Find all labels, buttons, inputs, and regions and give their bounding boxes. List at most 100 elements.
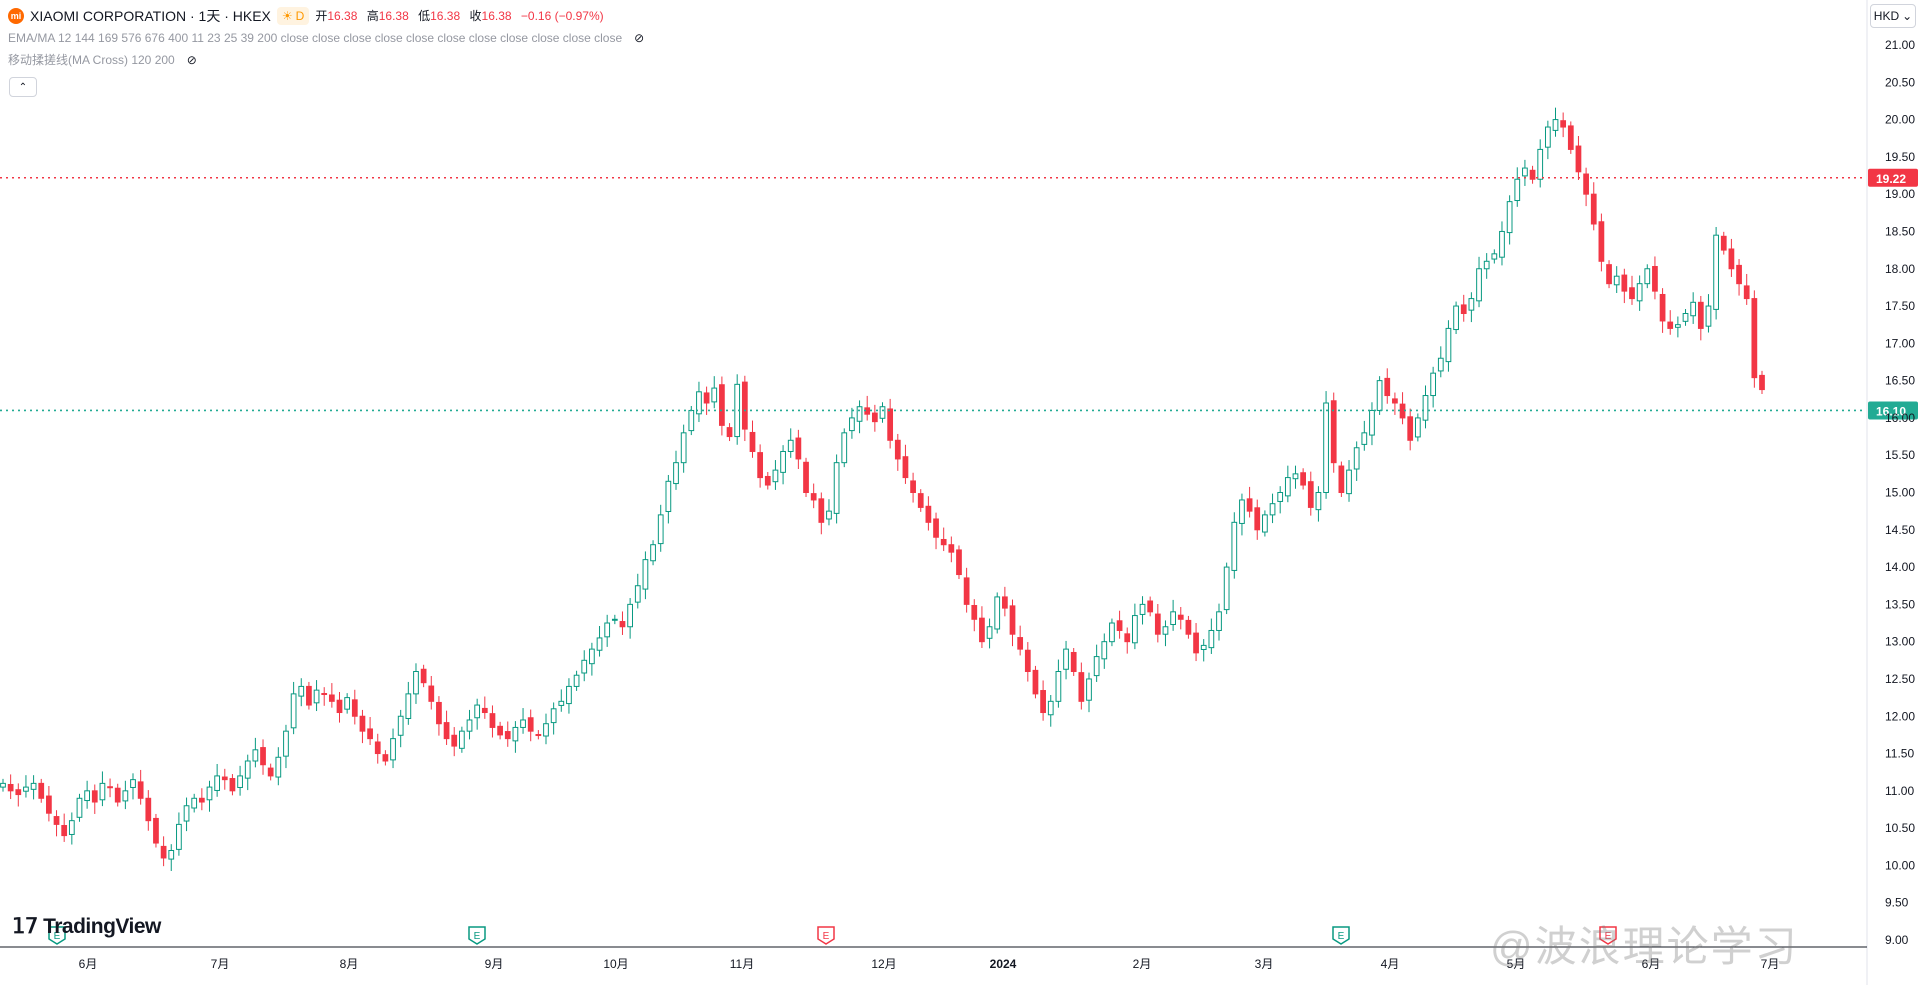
candle-body [1384,377,1391,397]
time-tick-label: 4月 [1381,957,1400,971]
eye-off-icon[interactable]: ⊘ [186,53,197,67]
earnings-marker-shape [817,926,835,945]
candle [1476,256,1482,308]
candle-body [1483,260,1490,270]
tradingview-logo[interactable]: 𝟣𝟩 TradingView [12,914,161,939]
candle-body [1338,465,1345,494]
collapse-legend-button[interactable]: ⌃ [9,77,37,97]
candle [1124,627,1131,654]
candle-body [657,514,664,545]
candle-body [1284,477,1291,497]
candle [948,536,955,563]
candle [76,793,83,822]
candle-body [1177,614,1184,620]
candle-body [1713,234,1719,310]
candle [1460,294,1467,322]
candle [214,763,221,797]
candle-body [963,577,970,605]
candle-body [520,719,526,728]
candle-body [267,767,274,777]
symbol-row: mi XIAOMI CORPORATION · 1天 · HKEX ☀ D 开1… [8,5,644,27]
candle [634,573,641,609]
candle-body [512,726,519,742]
candle [1001,586,1008,617]
price-tick-label: 20.00 [1885,113,1915,127]
price-tick-label: 16.50 [1885,374,1915,388]
candle [397,709,404,748]
time-tick-label: 8月 [340,957,359,971]
candle [1690,292,1697,324]
price-tick-label: 18.00 [1885,262,1915,276]
candle-body [841,432,848,464]
candle-body [23,786,29,792]
chart-legend: mi XIAOMI CORPORATION · 1天 · HKEX ☀ D 开1… [8,5,644,71]
candle-body [260,747,266,766]
indicator-ma-cross-label[interactable]: 移动揉搓线(MA Cross) 120 200 [8,53,175,67]
candle [137,769,144,805]
candle [558,689,565,712]
indicator-row-ema[interactable]: EMA/MA 12 144 169 576 676 400 11 23 25 3… [8,27,644,49]
candle-body [137,781,144,799]
candle [1361,420,1368,451]
price-axis[interactable]: 21.00 20.50 20.00 19.50 19.00 18.50 18.00 17.50… [1866,0,1915,985]
candle-body [15,789,22,796]
candle-body [1086,678,1092,701]
indicator-row-ma-cross[interactable]: 移动揉搓线(MA Cross) 120 200 ⊘ [8,49,644,71]
low-value: 16.38 [430,9,461,23]
candle-body [1063,648,1069,670]
candle [902,444,909,484]
candle-body [1422,395,1429,421]
candle [979,606,985,649]
eye-off-icon[interactable]: ⊘ [634,31,645,45]
indicator-ema-label[interactable]: EMA/MA 12 144 169 576 676 400 11 23 25 3… [8,31,623,45]
symbol-title[interactable]: XIAOMI CORPORATION · 1天 · HKEX [30,8,271,24]
candle-body [581,659,588,674]
candle [1537,139,1544,188]
candle [611,614,618,625]
currency-selector[interactable]: HKD ⌄ [1870,4,1916,28]
candle [1583,167,1589,207]
candle-body [757,452,764,479]
candle-body [1024,649,1031,673]
candle-body [535,734,542,737]
candle [1751,290,1758,388]
earnings-marker: E [817,926,835,945]
candle-body [1590,193,1597,225]
candle-body [726,427,733,438]
candle [1720,231,1727,255]
candle [405,681,412,725]
candle [1705,294,1712,333]
ohlc-values: 开16.38 高16.38 低16.38 收16.38 −0.16 (−0.97… [315,7,609,25]
candle-body [1705,305,1712,327]
candle-body [665,480,672,513]
candle-body [183,805,190,822]
candle [933,512,939,550]
candle-body [1193,632,1199,654]
candle-body [1506,201,1513,234]
candle [1369,402,1375,446]
candle-body [1690,301,1697,317]
market-status-badge[interactable]: ☀ D [276,7,310,25]
candle-body [741,381,748,430]
time-axis[interactable]: 6月 7月 8月 9月 10月 11月 12月 2024 2月 3月 4月 5月 6月 7月 [0,946,1867,971]
price-tick-label: 11.50 [1885,747,1914,761]
candle-body [1001,596,1008,609]
candle [887,398,894,449]
candle [1017,625,1024,656]
candle-body [833,462,840,514]
candle-body [53,816,60,825]
candle-body [1652,266,1658,292]
earnings-marker-shape [1332,926,1350,945]
candle-body [1392,398,1398,404]
close-value: 16.38 [481,9,512,23]
candle [703,386,710,415]
candle-body [1353,447,1360,470]
candle [458,726,465,753]
candle-body [566,685,572,705]
candle-body [489,713,496,728]
candle [153,813,159,848]
candle-body [153,817,159,844]
candle [925,496,932,531]
time-tick-label: 6月 [79,957,98,971]
